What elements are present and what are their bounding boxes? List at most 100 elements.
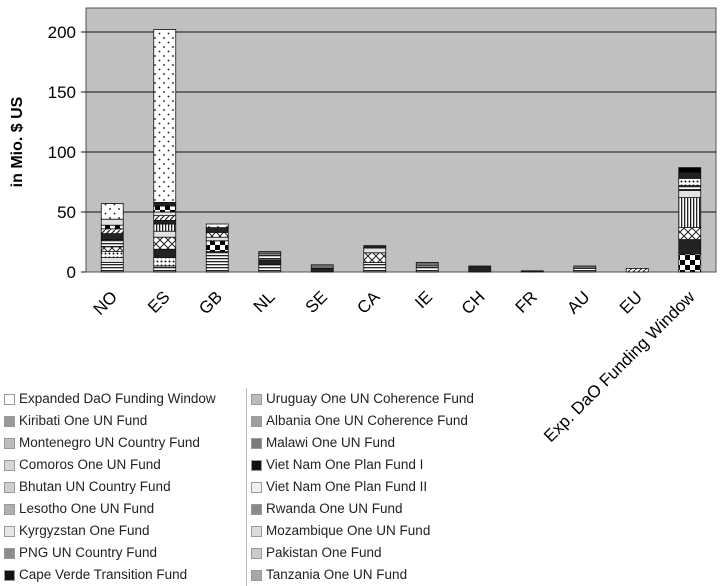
bar-segment-ie [415,261,439,267]
bar-segment-es [153,257,177,267]
bars [100,29,702,273]
bar-segment-no [100,257,124,263]
bar-segment-exp-dao-funding-window [678,239,702,255]
bar-segment-no [100,246,124,253]
x-tick-label: EU [616,287,646,317]
bar-segment-no [100,218,124,226]
legend-label: Cape Verde Transition Fund [19,567,188,582]
bar-segment-gb [205,240,229,253]
legend-label: Viet Nam One Plan Fund I [266,457,424,472]
legend-item: Bhutan UN Country Fund [4,476,216,498]
bar-segment-es [153,230,177,238]
bar-segment-exp-dao-funding-window [678,189,702,198]
legend-label: PNG UN Country Fund [19,545,158,560]
bar-segment-es [153,29,177,203]
legend-item: Mozambique One UN Fund [251,520,474,542]
x-tick-label: SE [302,287,331,316]
bar-segment-no [100,261,124,273]
legend-swatch [251,481,262,493]
legend-item: Kiribati One UN Fund [4,410,216,432]
legend-label: Lesotho One UN Fund [19,501,155,516]
x-tick-label: Exp. DaO Funding Window [540,287,699,446]
legend-item: Viet Nam One Plan Fund II [251,476,474,498]
bar-segment-exp-dao-funding-window [678,171,702,179]
bar-segment-exp-dao-funding-window [678,185,702,191]
x-tick-label: NL [250,287,279,316]
bar-segment-es [153,219,177,225]
bar-segment-eu [625,267,649,273]
bar-segment-gb [205,231,229,238]
legend-swatch [4,437,15,449]
bar-segment-no [100,228,124,235]
legend-label: Expanded DaO Funding Window [19,391,216,406]
legend-label: Bhutan UN Country Fund [19,479,171,494]
legend-label: Tanzania One UN Fund [266,567,408,582]
y-axis-ticks: 0 50 100 150 200 [48,23,86,282]
bar-segment-exp-dao-funding-window [678,177,702,186]
bar-segment-nl [258,251,282,255]
bar-segment-es [153,265,177,273]
legend-label: Montenegro UN Country Fund [19,435,200,450]
legend-swatch [4,547,15,559]
y-tick-label: 50 [57,203,76,222]
bar-segment-gb [205,227,229,233]
bar-segment-nl [258,259,282,266]
legend-item: Comoros One UN Fund [4,454,216,476]
legend-item: Expanded DaO Funding Window [4,388,216,410]
legend-swatch [251,547,262,559]
legend-swatch [4,459,15,471]
y-tick-label: 200 [48,23,76,42]
x-tick-label: IE [411,287,436,312]
legend-item: Lesotho One UN Fund [4,498,216,520]
bar-segment-no [100,203,124,220]
legend-swatch [251,415,262,427]
y-tick-label: 100 [48,143,76,162]
legend-label: Kiribati One UN Fund [19,413,148,428]
y-axis-label: in Mio. $ US [9,96,26,187]
legend-label: Uruguay One UN Coherence Fund [266,391,474,406]
bar-segment-es [153,215,177,221]
legend-label: Comoros One UN Fund [19,457,161,472]
bar-segment-gb [205,236,229,242]
y-tick-label: 0 [67,263,76,282]
x-tick-label: GB [195,287,226,318]
legend-swatch [251,503,262,515]
x-tick-label: FR [512,287,541,316]
bar-segment-ch [468,265,492,273]
legend-swatch [251,525,262,537]
bar-segment-nl [258,253,282,261]
legend-swatch [4,525,15,537]
legend-item: Montenegro UN Country Fund [4,432,216,454]
legend-label: Albania One UN Coherence Fund [266,413,468,428]
legend-swatch [4,503,15,515]
legend-swatch [251,393,262,405]
legend-item: Rwanda One UN Fund [251,498,474,520]
bar-segment-es [153,211,177,216]
legend-item: Tanzania One UN Fund [251,564,474,586]
bar-segment-ca [363,247,387,254]
bar-segment-no [100,251,124,259]
legend-item: Uruguay One UN Coherence Fund [251,388,474,410]
legend-label: Pakistan One Fund [266,545,382,560]
bar-segment-au [573,267,597,273]
legend-label: Kyrgyzstan One Fund [19,523,150,538]
gridlines [86,31,716,213]
bar-segment-fr [520,270,544,273]
x-tick-label: CA [353,287,384,318]
bar-segment-gb [205,223,229,228]
bar-segment-nl [258,264,282,273]
legend-item: Cape Verde Transition Fund [4,564,216,586]
bar-segment-se [310,264,334,269]
legend-swatch [4,393,15,405]
x-tick-label: NO [90,287,121,318]
legend-item: Kyrgyzstan One Fund [4,520,216,542]
bar-segment-gb [205,251,229,273]
bar-segment-ca [363,252,387,263]
legend-swatch [251,437,262,449]
bar-segment-se [310,267,334,273]
x-tick-label: AU [563,287,593,317]
legend-swatch [251,459,262,471]
bar-segment-ca [363,245,387,249]
legend-label: Viet Nam One Plan Fund II [266,479,428,494]
